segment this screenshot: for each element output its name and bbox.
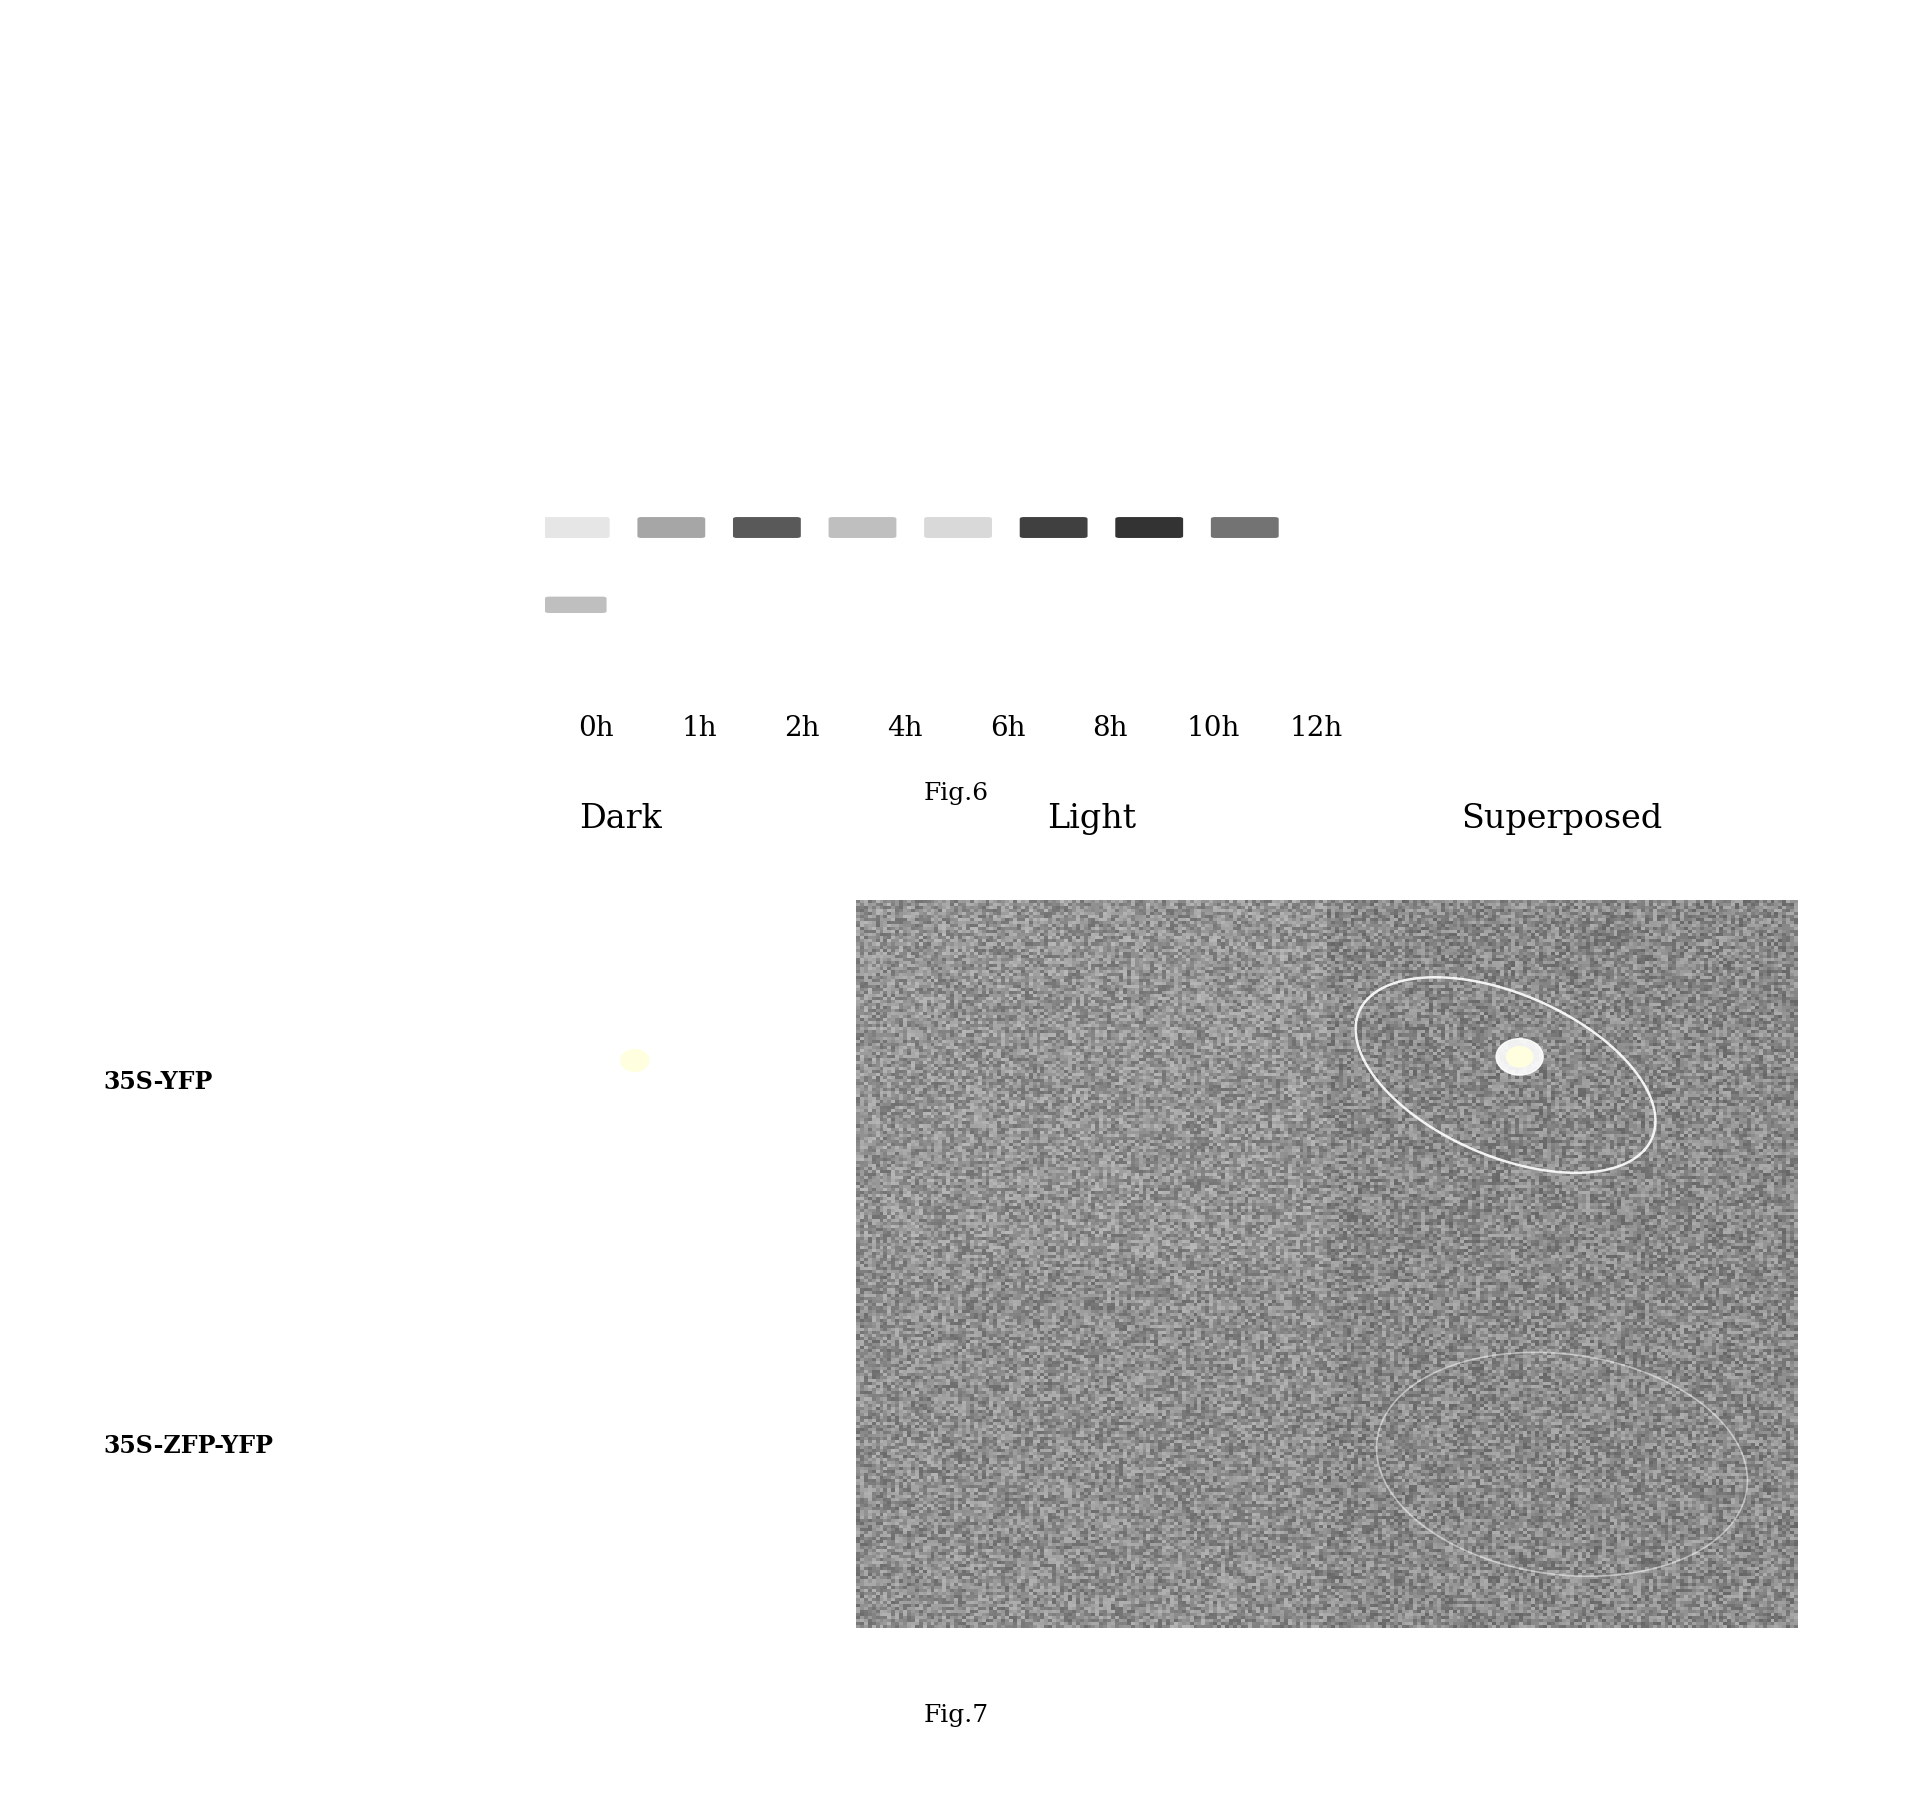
FancyBboxPatch shape	[1017, 360, 1090, 395]
FancyBboxPatch shape	[1206, 255, 1283, 291]
FancyBboxPatch shape	[637, 517, 706, 538]
FancyBboxPatch shape	[922, 360, 994, 395]
Circle shape	[610, 1040, 662, 1080]
FancyBboxPatch shape	[1113, 360, 1185, 395]
Text: 6h: 6h	[990, 715, 1025, 742]
Circle shape	[621, 1050, 648, 1071]
FancyBboxPatch shape	[728, 255, 807, 291]
FancyBboxPatch shape	[826, 360, 899, 395]
FancyBboxPatch shape	[1115, 517, 1184, 538]
Text: 0h: 0h	[579, 715, 614, 742]
FancyBboxPatch shape	[732, 517, 801, 538]
FancyBboxPatch shape	[920, 255, 998, 291]
Text: 35S-YFP: 35S-YFP	[103, 1070, 212, 1095]
Text: 1h: 1h	[681, 715, 717, 742]
Text: 35S-ZFP-YFP: 35S-ZFP-YFP	[103, 1433, 273, 1459]
FancyBboxPatch shape	[824, 255, 902, 291]
Text: Superposed: Superposed	[1461, 802, 1663, 835]
FancyBboxPatch shape	[1210, 517, 1279, 538]
Text: 2h: 2h	[784, 715, 820, 742]
Text: Light: Light	[1048, 802, 1136, 835]
Text: 4h: 4h	[887, 715, 922, 742]
FancyBboxPatch shape	[635, 360, 707, 395]
FancyBboxPatch shape	[537, 255, 616, 291]
FancyBboxPatch shape	[1019, 517, 1088, 538]
Circle shape	[1507, 1046, 1533, 1068]
FancyBboxPatch shape	[1111, 255, 1187, 291]
Circle shape	[1495, 1039, 1543, 1075]
Text: 10h: 10h	[1185, 715, 1239, 742]
FancyBboxPatch shape	[633, 255, 711, 291]
Text: Dark: Dark	[579, 802, 662, 835]
Text: Fig.6: Fig.6	[923, 782, 989, 806]
FancyBboxPatch shape	[1208, 360, 1281, 395]
FancyBboxPatch shape	[545, 597, 606, 613]
Text: 8h: 8h	[1092, 715, 1128, 742]
FancyBboxPatch shape	[541, 517, 610, 538]
Text: Fig.7: Fig.7	[923, 1704, 989, 1728]
FancyBboxPatch shape	[730, 360, 803, 395]
FancyBboxPatch shape	[1015, 255, 1092, 291]
FancyBboxPatch shape	[828, 517, 897, 538]
Text: 12h: 12h	[1289, 715, 1342, 742]
FancyBboxPatch shape	[923, 517, 992, 538]
FancyBboxPatch shape	[539, 360, 612, 395]
